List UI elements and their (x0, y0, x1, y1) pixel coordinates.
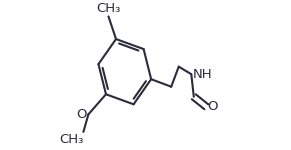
Text: NH: NH (193, 68, 212, 81)
Text: O: O (77, 108, 87, 121)
Text: O: O (207, 100, 218, 113)
Text: CH₃: CH₃ (59, 133, 84, 146)
Text: CH₃: CH₃ (96, 2, 121, 15)
